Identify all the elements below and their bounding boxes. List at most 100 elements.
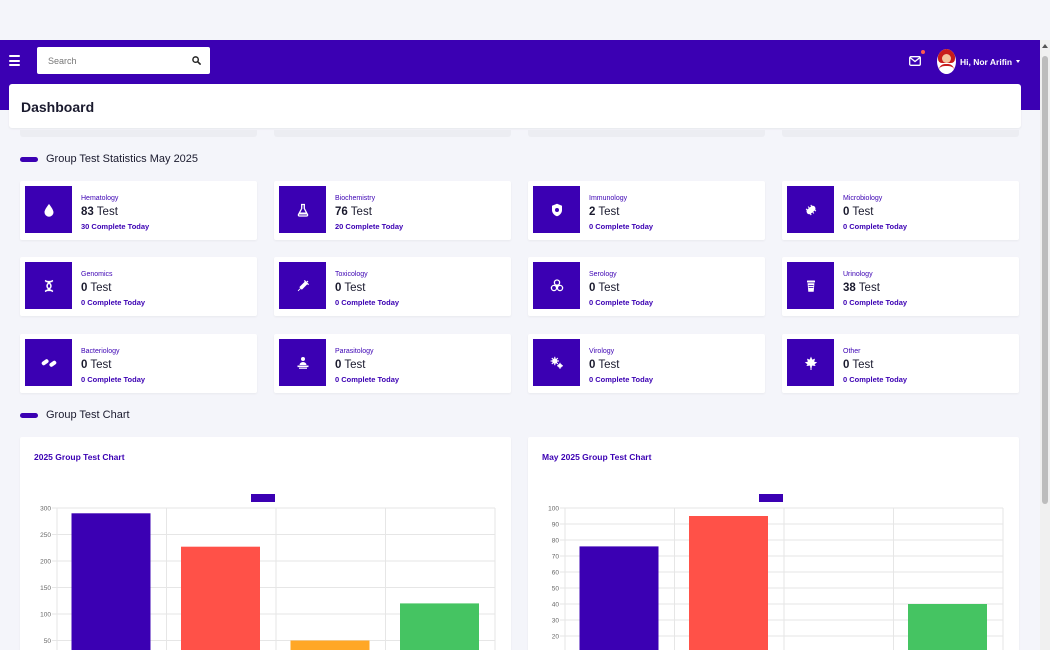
- page-title: Dashboard: [21, 99, 95, 115]
- stat-count-value: 0: [81, 359, 88, 371]
- bar-3: [290, 640, 370, 650]
- stat-today: 0 Complete Today: [81, 375, 146, 384]
- stat-count-value: 0: [335, 359, 342, 371]
- stat-card-bacteriology[interactable]: Bacteriology 0 Test 0 Complete Today: [20, 334, 257, 393]
- scroll-up-icon[interactable]: [1042, 44, 1048, 48]
- stats-heading-text: Group Test Statistics May 2025: [46, 153, 199, 165]
- stat-today: 0 Complete Today: [589, 298, 654, 307]
- y-tick-label: 90: [552, 521, 560, 528]
- stat-today: 0 Complete Today: [843, 222, 908, 231]
- heading-accent: [20, 412, 38, 418]
- menu-toggle-icon[interactable]: [9, 55, 21, 67]
- messages-button[interactable]: [909, 50, 925, 66]
- dna-icon: [44, 279, 53, 292]
- stat-today: 0 Complete Today: [843, 298, 908, 307]
- bacteria-icon: [41, 358, 56, 367]
- charts-section-heading: Group Test Chart: [20, 409, 130, 421]
- virus-icon: [550, 356, 563, 369]
- stat-label: Virology: [589, 348, 615, 355]
- y-tick-label: 150: [40, 585, 51, 592]
- stat-count: 0 Test: [589, 359, 620, 371]
- page-header-card: Dashboard: [9, 84, 1021, 128]
- stat-card-serology[interactable]: Serology 0 Test 0 Complete Today: [528, 257, 765, 316]
- stat-icon-box: [279, 186, 326, 233]
- stat-card-toxicology[interactable]: Toxicology 0 Test 0 Complete Today: [274, 257, 511, 316]
- stat-count: 76 Test: [335, 206, 372, 218]
- y-tick-label: 60: [552, 569, 560, 576]
- stat-today: 30 Complete Today: [81, 222, 150, 231]
- stat-label: Urinology: [843, 271, 873, 278]
- stat-icon-box: [533, 339, 580, 386]
- stat-today: 0 Complete Today: [589, 222, 654, 231]
- envelope-icon: [909, 56, 921, 66]
- stat-icon-box: [787, 339, 834, 386]
- stat-label: Toxicology: [335, 271, 368, 278]
- stat-count: 0 Test: [335, 359, 366, 371]
- stat-count-unit: Test: [90, 359, 112, 371]
- stat-count-unit: Test: [598, 206, 620, 218]
- chevron-down-icon: [1016, 60, 1021, 63]
- stat-card-immunology[interactable]: Immunology 2 Test 0 Complete Today: [528, 181, 765, 240]
- stat-card-genomics[interactable]: Genomics 0 Test 0 Complete Today: [20, 257, 257, 316]
- chart-title: 2025 Group Test Chart: [34, 452, 125, 462]
- stat-label: Immunology: [589, 195, 628, 202]
- stat-card-virology[interactable]: Virology 0 Test 0 Complete Today: [528, 334, 765, 393]
- card-shadow: [274, 130, 511, 137]
- stat-card-hematology[interactable]: Hematology 83 Test 30 Complete Today: [20, 181, 257, 240]
- y-tick-label: 100: [548, 505, 559, 512]
- charts-heading-text: Group Test Chart: [46, 409, 130, 421]
- stat-count-unit: Test: [344, 282, 366, 294]
- person-lab-icon: [297, 356, 308, 369]
- biohazard-icon: [550, 278, 563, 291]
- stat-label: Parasitology: [335, 348, 374, 355]
- stat-today: 0 Complete Today: [843, 375, 908, 384]
- urine-cup-icon: [806, 280, 815, 292]
- stat-card-microbiology[interactable]: Microbiology 0 Test 0 Complete Today: [782, 181, 1019, 240]
- stat-card-biochemistry[interactable]: Biochemistry 76 Test 20 Complete Today: [274, 181, 511, 240]
- stat-today: 0 Complete Today: [81, 298, 146, 307]
- stat-icon-box: [25, 339, 72, 386]
- leaf-icon: [804, 356, 817, 370]
- user-menu[interactable]: Hi, Nor Arifin: [937, 49, 1021, 74]
- stat-count: 0 Test: [843, 206, 874, 218]
- bar-4: [400, 603, 479, 650]
- stat-card-other[interactable]: Other 0 Test 0 Complete Today: [782, 334, 1019, 393]
- legend-swatch: [759, 494, 783, 502]
- y-tick-label: 200: [40, 558, 51, 565]
- top-strip: [0, 0, 1050, 40]
- stat-count-value: 2: [589, 206, 596, 218]
- stat-label: Microbiology: [843, 195, 883, 202]
- bacterium-icon: [805, 204, 816, 215]
- y-tick-label: 50: [552, 585, 560, 592]
- stat-icon-box: [533, 186, 580, 233]
- search-button[interactable]: [182, 47, 210, 74]
- drop-icon: [44, 203, 53, 217]
- stat-count-value: 0: [843, 359, 850, 371]
- user-greeting: Hi, Nor Arifin: [960, 56, 1013, 67]
- bar-1: [71, 513, 151, 650]
- stat-today: 0 Complete Today: [335, 375, 400, 384]
- stat-card-parasitology[interactable]: Parasitology 0 Test 0 Complete Today: [274, 334, 511, 393]
- page-scrollbar[interactable]: [1040, 40, 1050, 650]
- stat-count: 2 Test: [589, 206, 620, 218]
- stat-today: 0 Complete Today: [335, 298, 400, 307]
- y-tick-label: 70: [552, 553, 560, 560]
- chart-card-monthly: May 2025 Group Test Chart 10203040506070…: [528, 437, 1019, 650]
- bar-2: [181, 546, 260, 650]
- scrollbar-thumb[interactable]: [1042, 56, 1048, 504]
- stats-section-heading: Group Test Statistics May 2025: [20, 153, 198, 165]
- stat-count-value: 0: [335, 282, 342, 294]
- stat-count-unit: Test: [598, 359, 620, 371]
- search-input[interactable]: [37, 47, 182, 74]
- stat-label: Other: [843, 348, 861, 355]
- card-shadow: [782, 130, 1019, 137]
- stat-card-urinology[interactable]: Urinology 38 Test 0 Complete Today: [782, 257, 1019, 316]
- heading-accent: [20, 156, 38, 162]
- stat-icon-box: [25, 186, 72, 233]
- search-icon: [191, 56, 201, 65]
- y-tick-label: 20: [552, 633, 560, 640]
- y-tick-label: 250: [40, 532, 51, 539]
- stat-label: Serology: [589, 271, 617, 278]
- stat-icon-box: [279, 262, 326, 309]
- flask-icon: [297, 203, 308, 217]
